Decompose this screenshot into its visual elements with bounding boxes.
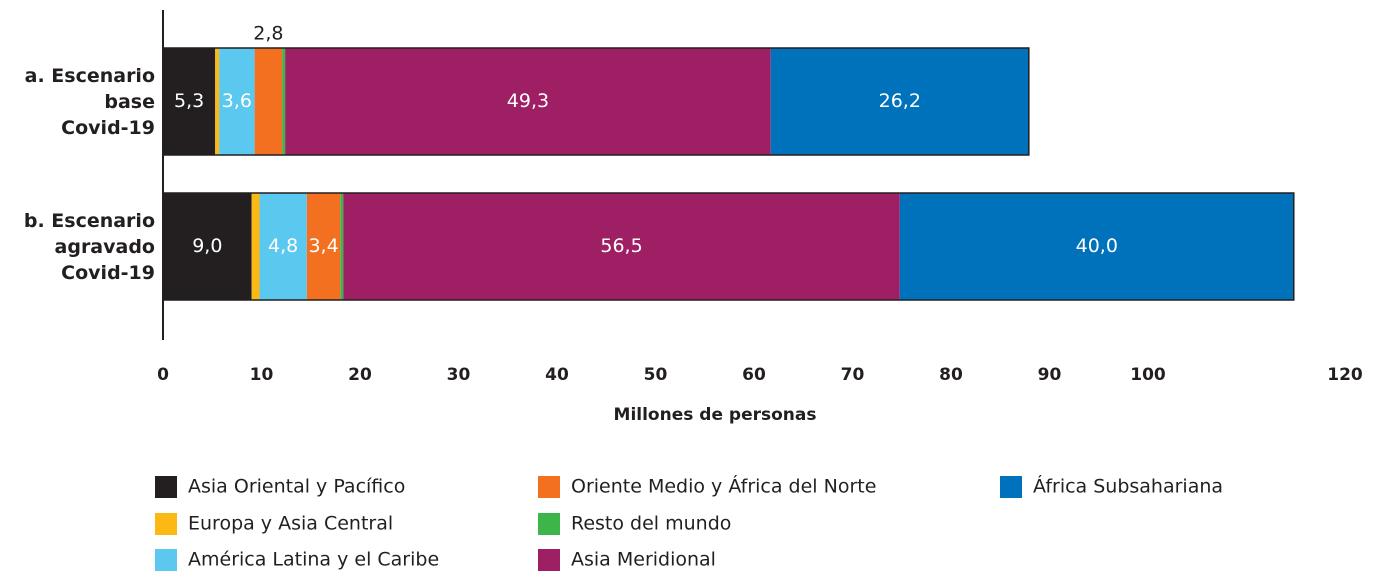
x-tick-label: 60 — [742, 365, 766, 385]
bar-segment — [163, 193, 252, 300]
x-tick-label: 20 — [348, 365, 372, 385]
x-tick-label: 0 — [157, 365, 169, 385]
bar-segment — [343, 193, 900, 300]
data-label: 9,0 — [192, 235, 222, 257]
legend-label: Oriente Medio y África del Norte — [571, 475, 876, 498]
legend-swatch — [1000, 476, 1022, 498]
legend-swatch — [538, 549, 560, 571]
x-tick-label: 100 — [1130, 365, 1166, 385]
data-label: 40,0 — [1076, 235, 1118, 257]
x-tick-label: 10 — [250, 365, 274, 385]
x-tick-label: 120 — [1327, 365, 1363, 385]
bar-outline — [162, 47, 1030, 156]
data-label: 26,2 — [879, 90, 921, 112]
data-label: 3,6 — [222, 90, 252, 112]
legend-swatch — [538, 476, 560, 498]
legend-label: Europa y Asia Central — [188, 513, 393, 535]
bar-segment — [251, 193, 260, 300]
legend-label: Asia Meridional — [571, 549, 716, 571]
category-label: b. Escenario agravado Covid-19 — [23, 209, 155, 284]
legend-swatch — [538, 513, 560, 535]
legend-swatch — [155, 513, 177, 535]
data-label: 56,5 — [600, 235, 642, 257]
bar-segment — [770, 48, 1029, 155]
x-tick-label: 90 — [1038, 365, 1062, 385]
bar-group — [163, 193, 1294, 300]
bar-segment — [899, 193, 1294, 300]
x-tick-label: 70 — [841, 365, 865, 385]
data-label: 4,8 — [268, 235, 298, 257]
data-label: 5,3 — [174, 90, 204, 112]
bar-segment — [306, 193, 341, 300]
bar-outline — [162, 192, 1295, 301]
legend-label: Resto del mundo — [571, 513, 731, 535]
bar-segment — [285, 48, 771, 155]
bar-segment — [254, 48, 283, 155]
bar-segment — [282, 48, 286, 155]
data-label: 3,4 — [308, 235, 338, 257]
bar-group — [163, 48, 1029, 155]
data-label: 49,3 — [507, 90, 549, 112]
x-tick-label: 40 — [545, 365, 569, 385]
legend-label: Asia Oriental y Pacífico — [188, 476, 405, 498]
legend-swatch — [155, 476, 177, 498]
data-label: 2,8 — [253, 23, 283, 45]
category-label: a. Escenario base Covid-19 — [24, 64, 155, 139]
x-tick-label: 50 — [644, 365, 668, 385]
legend-swatch — [155, 549, 177, 571]
bar-segment — [215, 48, 220, 155]
x-axis-title: Millones de personas — [614, 405, 817, 425]
bar-segment — [340, 193, 344, 300]
legend-label: África Subsahariana — [1033, 475, 1223, 498]
bar-segment — [259, 193, 307, 300]
bar-segment — [163, 48, 216, 155]
bar-segment — [219, 48, 255, 155]
legend-label: América Latina y el Caribe — [188, 549, 439, 571]
x-tick-label: 30 — [447, 365, 471, 385]
x-tick-label: 80 — [939, 365, 963, 385]
